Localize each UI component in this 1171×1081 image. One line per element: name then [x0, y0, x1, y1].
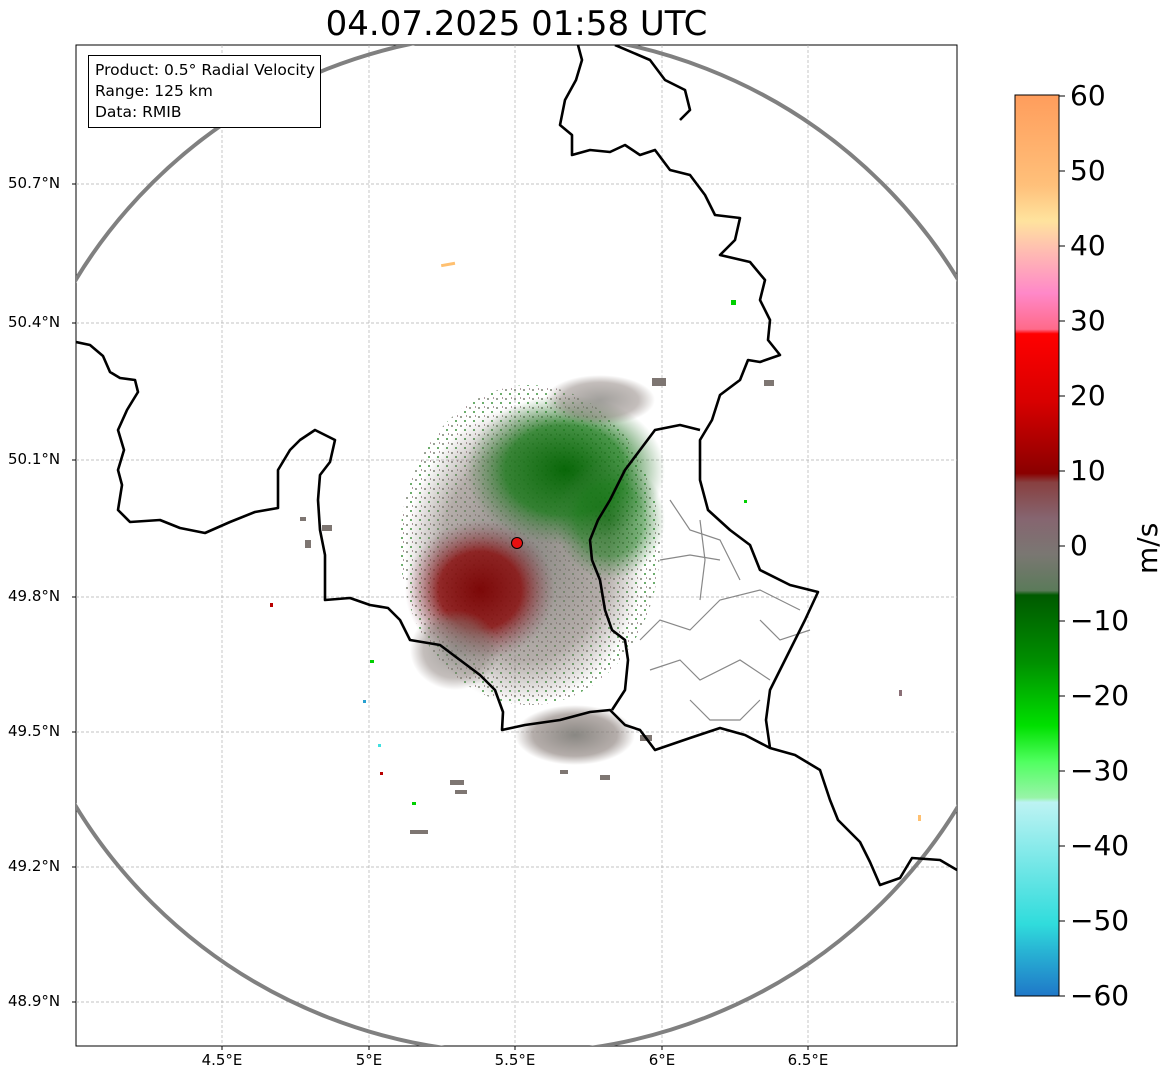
- lon-label: 5°E: [355, 1051, 383, 1069]
- colorbar-tick-label: 30: [1070, 304, 1106, 337]
- info-product: Product: 0.5° Radial Velocity: [95, 61, 315, 79]
- colorbar-tick-label: −40: [1070, 829, 1130, 862]
- lat-label: 50.7°N: [8, 174, 61, 192]
- lon-label: 6.5°E: [787, 1051, 829, 1069]
- lon-label: 6°E: [648, 1051, 676, 1069]
- colorbar-tick-label: −50: [1070, 904, 1130, 937]
- radar-echoes: [270, 261, 921, 834]
- axis-ticks: [72, 183, 809, 1050]
- colorbar-tick-label: 50: [1070, 154, 1106, 187]
- lat-label: 49.8°N: [8, 587, 61, 605]
- lat-label: 49.2°N: [8, 857, 61, 875]
- map-title: 04.07.2025 01:58 UTC: [325, 4, 708, 44]
- lat-label: 49.5°N: [8, 722, 61, 740]
- colorbar-tick-label: −30: [1070, 754, 1130, 787]
- lon-label: 4.5°E: [201, 1051, 243, 1069]
- colorbar-tick-label: 40: [1070, 229, 1106, 262]
- colorbar-tick-label: −10: [1070, 604, 1130, 637]
- lat-label: 50.4°N: [8, 313, 61, 331]
- colorbar-unit-label: m/s: [1131, 522, 1164, 574]
- colorbar-tick-label: 0: [1070, 529, 1088, 562]
- national-borders: [76, 45, 957, 887]
- radar-site-marker[interactable]: [511, 537, 523, 549]
- info-range: Range: 125 km: [95, 82, 213, 100]
- colorbar-ticks: [1059, 95, 1065, 997]
- colorbar-tick-label: 20: [1070, 379, 1106, 412]
- colorbar-tick-label: −60: [1070, 979, 1130, 1012]
- info-data-source: Data: RMIB: [95, 103, 182, 121]
- lat-label: 48.9°N: [8, 992, 61, 1010]
- colorbar: [1014, 94, 1060, 997]
- info-box: Product: 0.5° Radial Velocity Range: 125…: [88, 55, 321, 128]
- colorbar-tick-label: 60: [1070, 79, 1106, 112]
- province-borders: [639, 499, 811, 721]
- colorbar-tick-label: −20: [1070, 679, 1130, 712]
- lat-label: 50.1°N: [8, 450, 61, 468]
- lon-label: 5.5°E: [494, 1051, 536, 1069]
- colorbar-tick-label: 10: [1070, 454, 1106, 487]
